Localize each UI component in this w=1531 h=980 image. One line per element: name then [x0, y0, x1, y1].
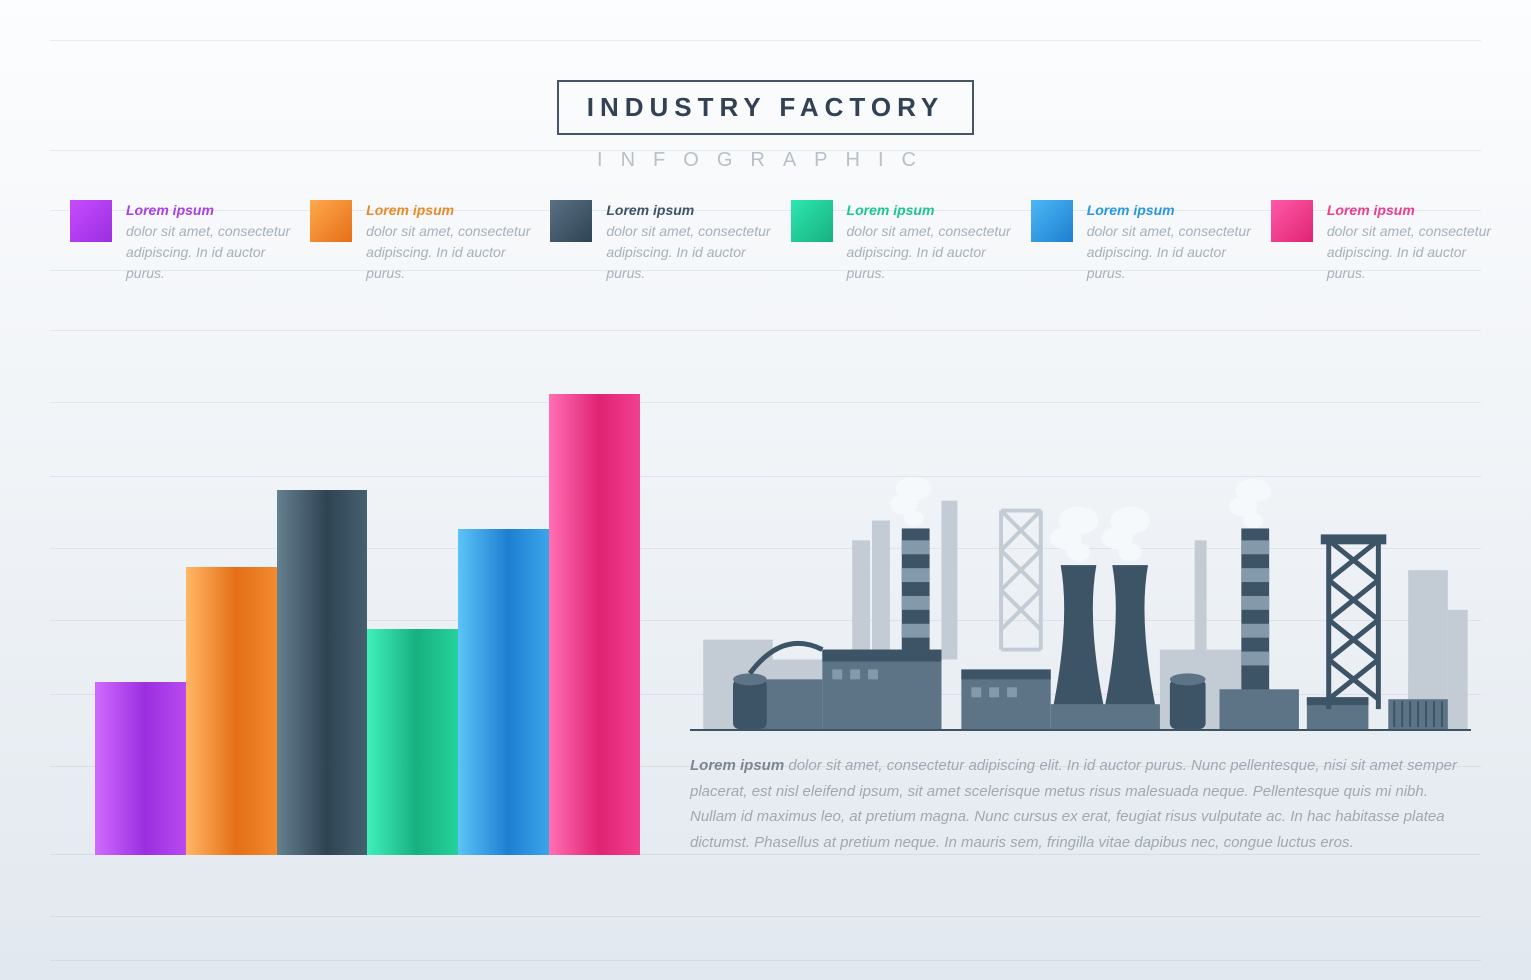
legend-item: Lorem ipsumdolor sit amet, consectetur a… — [310, 200, 530, 284]
legend-body: dolor sit amet, consectetur adipiscing. … — [366, 221, 530, 284]
legend-swatch — [310, 200, 352, 242]
legend-title: Lorem ipsum — [1327, 200, 1491, 221]
legend-body: dolor sit amet, consectetur adipiscing. … — [1327, 221, 1491, 284]
legend-swatch — [1031, 200, 1073, 242]
description-body: dolor sit amet, consectetur adipiscing e… — [690, 757, 1457, 851]
legend-swatch — [791, 200, 833, 242]
legend-body: dolor sit amet, consectetur adipiscing. … — [126, 221, 290, 284]
chart-bar — [277, 490, 368, 855]
legend-text: Lorem ipsumdolor sit amet, consectetur a… — [1327, 200, 1491, 284]
legend-title: Lorem ipsum — [1087, 200, 1251, 221]
page-subtitle: INFOGRAPHIC — [0, 149, 1531, 172]
legend-swatch — [550, 200, 592, 242]
chart-bar — [186, 567, 277, 855]
legend-title: Lorem ipsum — [366, 200, 530, 221]
legend-title: Lorem ipsum — [126, 200, 290, 221]
description-paragraph: Lorem ipsum dolor sit amet, consectetur … — [690, 753, 1471, 855]
legend-item: Lorem ipsumdolor sit amet, consectetur a… — [1031, 200, 1251, 284]
chart-bar — [458, 529, 549, 855]
legend-title: Lorem ipsum — [606, 200, 770, 221]
chart-bar — [549, 394, 640, 855]
legend-text: Lorem ipsumdolor sit amet, consectetur a… — [366, 200, 530, 284]
legend-body: dolor sit amet, consectetur adipiscing. … — [606, 221, 770, 284]
bar-chart — [95, 375, 640, 855]
legend-body: dolor sit amet, consectetur adipiscing. … — [1087, 221, 1251, 284]
legend-body: dolor sit amet, consectetur adipiscing. … — [847, 221, 1011, 284]
legend-title: Lorem ipsum — [847, 200, 1011, 221]
legend-text: Lorem ipsumdolor sit amet, consectetur a… — [126, 200, 290, 284]
chart-bar — [95, 682, 186, 855]
factory-icon — [690, 451, 1471, 729]
chart-bar — [367, 629, 458, 855]
legend-item: Lorem ipsumdolor sit amet, consectetur a… — [791, 200, 1011, 284]
legend-swatch — [1271, 200, 1313, 242]
factory-illustration — [690, 451, 1471, 731]
legend-text: Lorem ipsumdolor sit amet, consectetur a… — [847, 200, 1011, 284]
legend-item: Lorem ipsumdolor sit amet, consectetur a… — [550, 200, 770, 284]
chart-legend: Lorem ipsumdolor sit amet, consectetur a… — [70, 200, 1491, 284]
legend-item: Lorem ipsumdolor sit amet, consectetur a… — [70, 200, 290, 284]
legend-text: Lorem ipsumdolor sit amet, consectetur a… — [1087, 200, 1251, 284]
legend-swatch — [70, 200, 112, 242]
right-pane: Lorem ipsum dolor sit amet, consectetur … — [690, 375, 1471, 855]
legend-item: Lorem ipsumdolor sit amet, consectetur a… — [1271, 200, 1491, 284]
legend-text: Lorem ipsumdolor sit amet, consectetur a… — [606, 200, 770, 284]
description-lead: Lorem ipsum — [690, 757, 784, 774]
header: INDUSTRY FACTORY INFOGRAPHIC — [0, 80, 1531, 172]
page-title: INDUSTRY FACTORY — [557, 80, 974, 135]
